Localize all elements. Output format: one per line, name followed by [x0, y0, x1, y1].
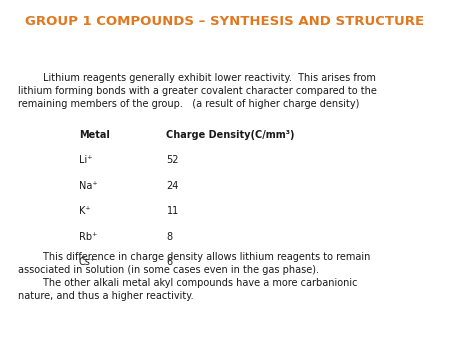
Text: GROUP 1 COMPOUNDS – SYNTHESIS AND STRUCTURE: GROUP 1 COMPOUNDS – SYNTHESIS AND STRUCT… [26, 15, 424, 28]
Text: Rb⁺: Rb⁺ [79, 232, 97, 242]
Text: This difference in charge density allows lithium reagents to remain
associated i: This difference in charge density allows… [18, 252, 370, 301]
Text: 11: 11 [166, 206, 179, 216]
Text: 52: 52 [166, 155, 179, 166]
Text: 6: 6 [166, 257, 173, 267]
Text: Charge Density(C/mm³): Charge Density(C/mm³) [166, 130, 295, 140]
Text: Metal: Metal [79, 130, 110, 140]
Text: Cs⁺: Cs⁺ [79, 257, 96, 267]
Text: Lithium reagents generally exhibit lower reactivity.  This arises from
lithium f: Lithium reagents generally exhibit lower… [18, 73, 377, 109]
Text: 8: 8 [166, 232, 173, 242]
Text: 24: 24 [166, 181, 179, 191]
Text: Na⁺: Na⁺ [79, 181, 97, 191]
Text: Li⁺: Li⁺ [79, 155, 92, 166]
Text: K⁺: K⁺ [79, 206, 90, 216]
